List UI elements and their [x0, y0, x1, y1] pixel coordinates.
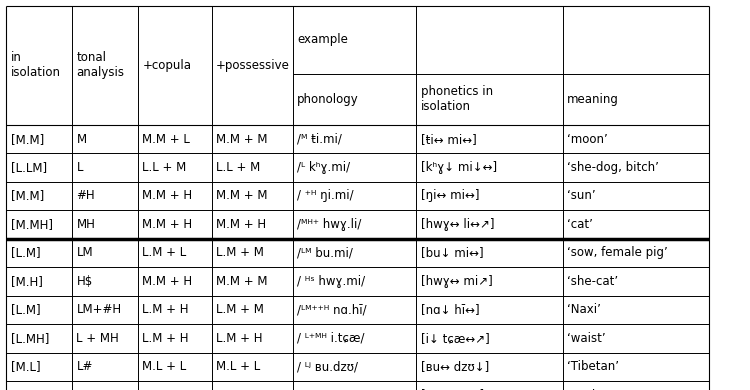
Text: [вu↔ dzʊ↓]: [вu↔ dzʊ↓]: [421, 360, 489, 373]
Text: M.M + H: M.M + H: [142, 190, 193, 202]
Text: phonology: phonology: [297, 93, 358, 106]
Text: #H: #H: [76, 190, 95, 202]
Text: ‘Naxi’: ‘Naxi’: [567, 303, 601, 316]
Text: / ᴸʲ вu.dzʊ/: / ᴸʲ вu.dzʊ/: [297, 360, 358, 373]
Text: /ᴸ kʰɣ.mi/: /ᴸ kʰɣ.mi/: [297, 161, 350, 174]
Text: ‘waist’: ‘waist’: [567, 332, 606, 345]
Text: [ŧi↔ mi↔]: [ŧi↔ mi↔]: [421, 133, 476, 145]
Text: M.M + M: M.M + M: [216, 133, 268, 145]
Text: /ᴸᴹ bu.mi/: /ᴸᴹ bu.mi/: [297, 246, 352, 259]
Text: ‘moon’: ‘moon’: [567, 133, 608, 145]
Text: M.M + H: M.M + H: [142, 218, 193, 231]
Text: M.M + M: M.M + M: [216, 275, 268, 288]
Text: L.M + H: L.M + H: [142, 303, 189, 316]
Text: / ᴸ⁺ᴹᴴ i.tɕæ/: / ᴸ⁺ᴹᴴ i.tɕæ/: [297, 332, 364, 345]
Text: H$: H$: [76, 275, 93, 288]
Text: [M.M]: [M.M]: [10, 190, 44, 202]
Text: L.L + M: L.L + M: [216, 161, 260, 174]
Text: in
isolation: in isolation: [10, 51, 61, 79]
Text: [M.M]: [M.M]: [10, 133, 44, 145]
Text: [L.LM]: [L.LM]: [10, 161, 46, 174]
Text: ‘neck’: ‘neck’: [567, 389, 602, 390]
Text: M.L + L: M.L + L: [216, 360, 260, 373]
Text: M.H + L: M.H + L: [142, 389, 189, 390]
Text: M.L + L: M.L + L: [142, 360, 187, 373]
Text: ‘Tibetan’: ‘Tibetan’: [567, 360, 619, 373]
Text: [nɑ↓ hī↔]: [nɑ↓ hī↔]: [421, 303, 479, 316]
Text: M.M + H: M.M + H: [216, 218, 266, 231]
Text: M.M + L: M.M + L: [142, 133, 190, 145]
Text: L.L + M: L.L + M: [142, 161, 187, 174]
Text: / ⁺ᴴ ŋi.mi/: / ⁺ᴴ ŋi.mi/: [297, 190, 354, 202]
Text: +possessive: +possessive: [216, 59, 290, 72]
Text: [L.MH]: [L.MH]: [10, 332, 49, 345]
Text: /ᴸᴹ⁺⁺ᴴ nɑ.hī/: /ᴸᴹ⁺⁺ᴴ nɑ.hī/: [297, 303, 367, 316]
Text: [i↓ tɕæ↔↗]: [i↓ tɕæ↔↗]: [421, 332, 490, 345]
Text: / ᴴˢ hwɣ.mi/: / ᴴˢ hwɣ.mi/: [297, 275, 365, 288]
Text: [M.H]: [M.H]: [10, 389, 42, 390]
Text: L: L: [76, 161, 83, 174]
Text: ‘sow, female pig’: ‘sow, female pig’: [567, 246, 668, 259]
Text: /ᴹᴴ⁺ hwɣ.li/: /ᴹᴴ⁺ hwɣ.li/: [297, 218, 362, 231]
Text: [вæ↔ tɣ↗]: [вæ↔ tɣ↗]: [421, 389, 484, 390]
Text: phonetics in
isolation: phonetics in isolation: [421, 85, 493, 113]
Text: LM+#H: LM+#H: [76, 303, 122, 316]
Text: [M.H]: [M.H]: [10, 275, 42, 288]
Text: M.M + H: M.M + H: [142, 275, 193, 288]
Text: /ᴹ ŧi.mi/: /ᴹ ŧi.mi/: [297, 133, 342, 145]
Text: L#: L#: [76, 360, 93, 373]
Text: L.M + M: L.M + M: [216, 303, 264, 316]
Text: example: example: [297, 34, 348, 46]
Text: M: M: [76, 133, 86, 145]
Text: H#: H#: [76, 389, 95, 390]
Text: [ŋi↔ mi↔]: [ŋi↔ mi↔]: [421, 190, 479, 202]
Text: M.M + M: M.M + M: [216, 190, 268, 202]
Text: L.M + H: L.M + H: [216, 332, 262, 345]
Text: ‘sun’: ‘sun’: [567, 190, 596, 202]
Text: [hwɣ↔ li↔↗]: [hwɣ↔ li↔↗]: [421, 218, 494, 231]
Text: LM: LM: [76, 246, 93, 259]
Text: M.H + L: M.H + L: [216, 389, 262, 390]
Text: MH: MH: [76, 218, 95, 231]
Text: [bu↓ mi↔]: [bu↓ mi↔]: [421, 246, 484, 259]
Text: L.M + M: L.M + M: [216, 246, 264, 259]
Text: tonal
analysis: tonal analysis: [76, 51, 125, 79]
Text: [L.M]: [L.M]: [10, 246, 40, 259]
Text: L.M + L: L.M + L: [142, 246, 187, 259]
Text: [kʰɣ↓ mi↓↔]: [kʰɣ↓ mi↓↔]: [421, 161, 497, 174]
Text: L.M + H: L.M + H: [142, 332, 189, 345]
Text: [M.MH]: [M.MH]: [10, 218, 53, 231]
Text: / ᴴʲ вæ.tɣ/: / ᴴʲ вæ.tɣ/: [297, 389, 354, 390]
Text: ‘cat’: ‘cat’: [567, 218, 592, 231]
Text: L + MH: L + MH: [76, 332, 119, 345]
Text: [hwɣ↔ mi↗]: [hwɣ↔ mi↗]: [421, 275, 493, 288]
Text: [L.M]: [L.M]: [10, 303, 40, 316]
Text: meaning: meaning: [567, 93, 619, 106]
Text: ‘she-cat’: ‘she-cat’: [567, 275, 618, 288]
Text: ‘she-dog, bitch’: ‘she-dog, bitch’: [567, 161, 658, 174]
Text: [M.L]: [M.L]: [10, 360, 40, 373]
Text: +copula: +copula: [142, 59, 191, 72]
